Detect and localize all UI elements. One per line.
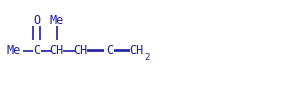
Text: Me: Me xyxy=(50,14,64,27)
Text: O: O xyxy=(33,14,41,27)
Text: C: C xyxy=(106,44,114,57)
Text: C: C xyxy=(33,44,41,57)
Text: CH: CH xyxy=(74,44,88,57)
Text: Me: Me xyxy=(6,44,20,57)
Text: CH: CH xyxy=(129,44,143,57)
Text: 2: 2 xyxy=(145,53,150,62)
Text: CH: CH xyxy=(50,44,64,57)
